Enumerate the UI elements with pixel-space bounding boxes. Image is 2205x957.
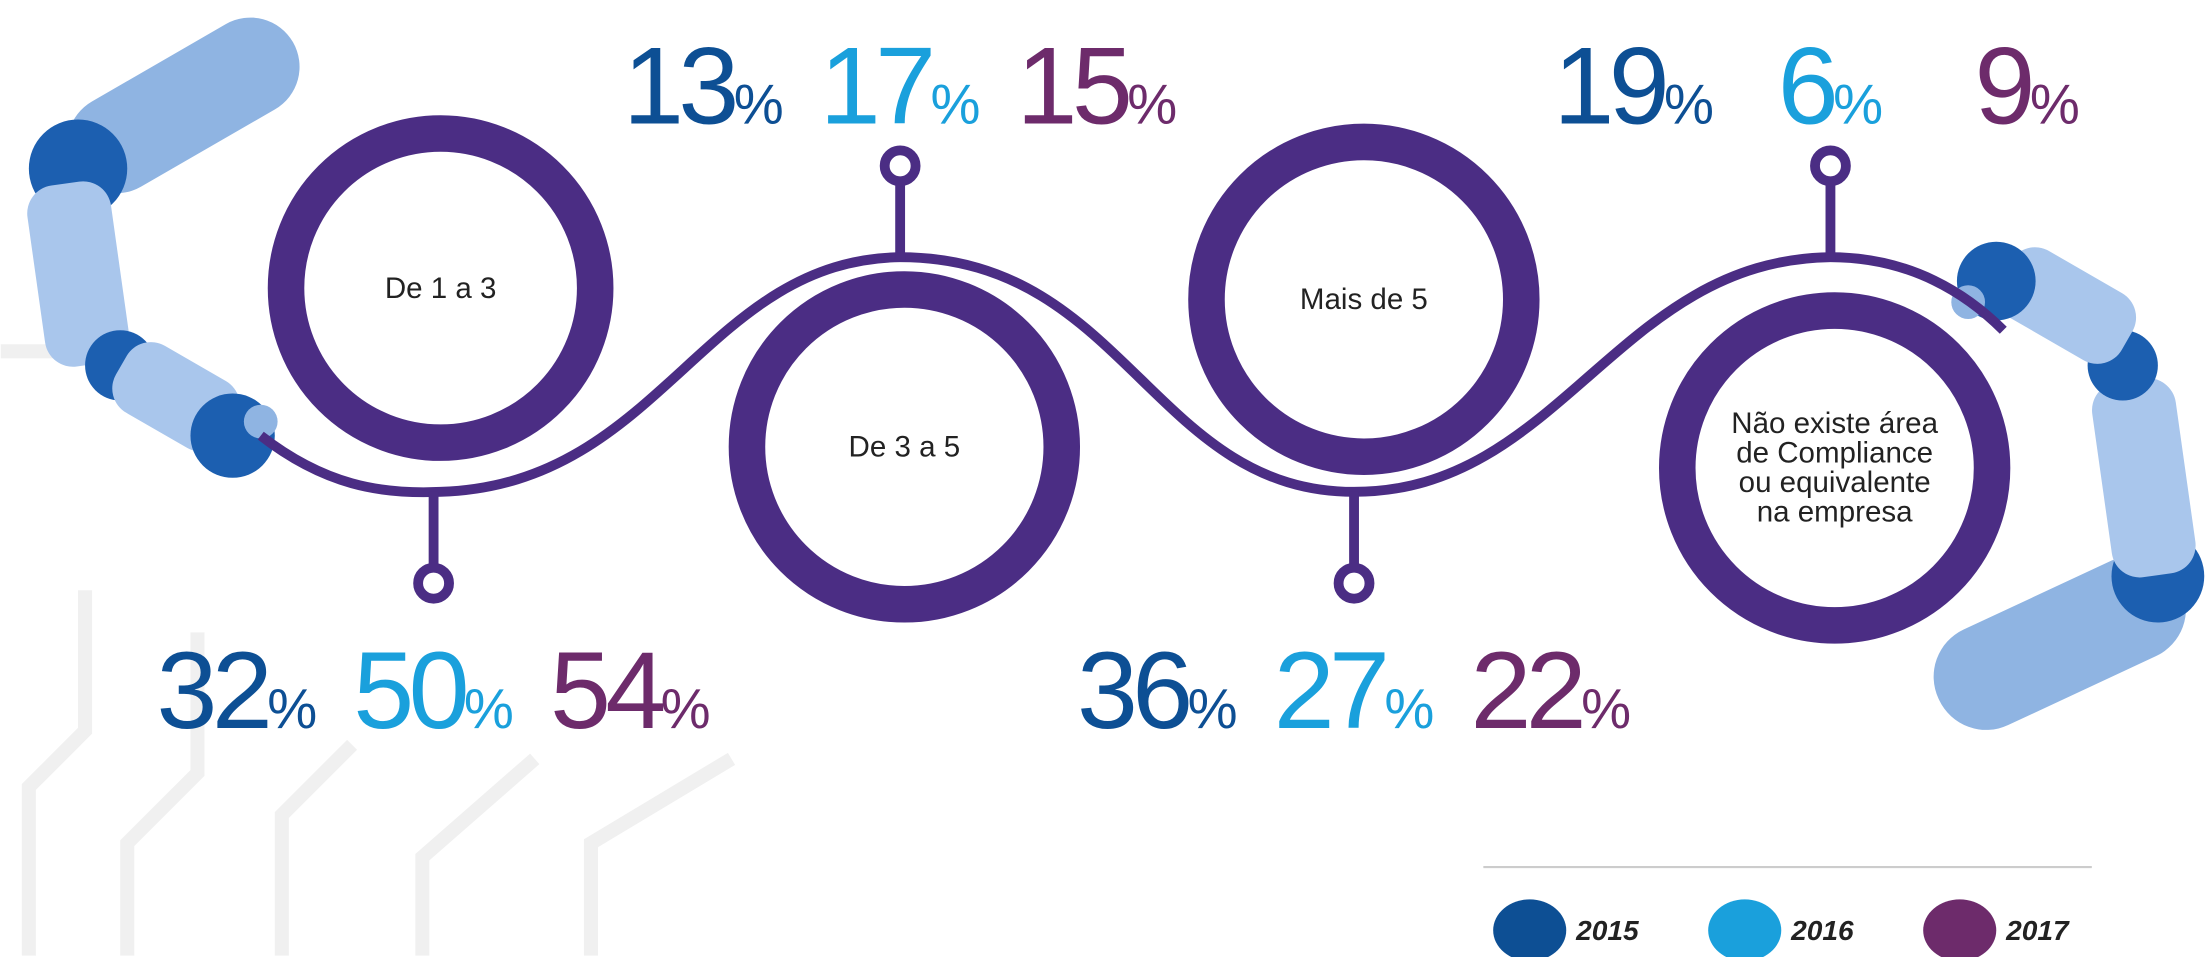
value-label: 22% [1470, 630, 1631, 752]
stem-knob [1810, 145, 1851, 187]
value-label: 15% [1017, 26, 1178, 148]
category-ring [1188, 123, 1540, 475]
category-label-box: De 1 a 3 [384, 271, 497, 305]
circuit-decoration [0, 344, 736, 956]
value-label: 27% [1274, 630, 1435, 752]
category-label: Não existe área de Compliance ou equival… [1731, 407, 1939, 529]
value-label: 13% [623, 26, 784, 148]
legend-swatch [1493, 899, 1567, 957]
value-label: 36% [1077, 630, 1238, 752]
category-ring [267, 115, 614, 461]
robot-arm-left [27, 17, 300, 478]
category-label-box: De 3 a 5 [848, 430, 961, 464]
category-label: Mais de 5 [1299, 283, 1428, 316]
category-label: De 3 a 5 [848, 430, 961, 464]
legend-swatch [1923, 899, 1997, 957]
legend-label: 2016 [1790, 915, 1854, 946]
legend-label: 2015 [1575, 915, 1639, 946]
category-label-box: Não existe área de Compliance ou equival… [1731, 407, 1939, 529]
value-label: 9% [1975, 26, 2080, 148]
category-label: De 1 a 3 [384, 271, 497, 305]
stem-knob [413, 562, 454, 604]
category-label-box: Mais de 5 [1299, 283, 1428, 316]
value-label: 19% [1553, 26, 1714, 148]
legend-label: 2017 [2005, 915, 2070, 946]
wave-line [257, 252, 2007, 498]
value-label: 32% [157, 630, 318, 752]
stem-knob [1333, 562, 1375, 604]
category-ring [728, 271, 1081, 623]
value-label: 54% [550, 630, 711, 752]
legend-swatch [1708, 899, 1782, 957]
category-ring [1658, 292, 2011, 644]
value-label: 50% [353, 630, 514, 752]
stem-knob [879, 145, 921, 187]
value-label: 6% [1778, 26, 1883, 148]
value-label: 17% [820, 26, 981, 148]
